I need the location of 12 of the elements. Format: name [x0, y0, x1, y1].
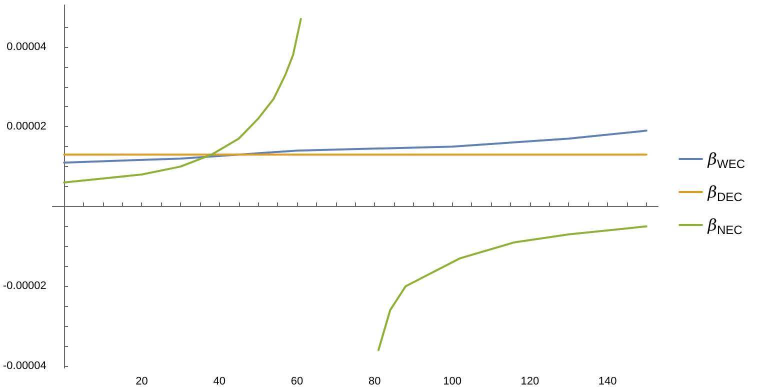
- x-tick-label: 60: [290, 376, 304, 387]
- x-tick-label: 20: [136, 376, 148, 387]
- y-tick-label: 0.00002: [6, 120, 46, 133]
- y-tick-label: 0.00004: [6, 40, 46, 53]
- x-tick-label: 80: [368, 376, 381, 387]
- x-tick-label: 100: [443, 376, 462, 387]
- x-tick-label: 120: [520, 376, 540, 387]
- line-series: [63, 130, 648, 164]
- y-tick-label: -0.00004: [2, 360, 46, 372]
- x-tick-label: 140: [598, 376, 617, 387]
- x-tick-label: 40: [213, 376, 226, 387]
- y-tick-label: -0.00002: [2, 280, 46, 292]
